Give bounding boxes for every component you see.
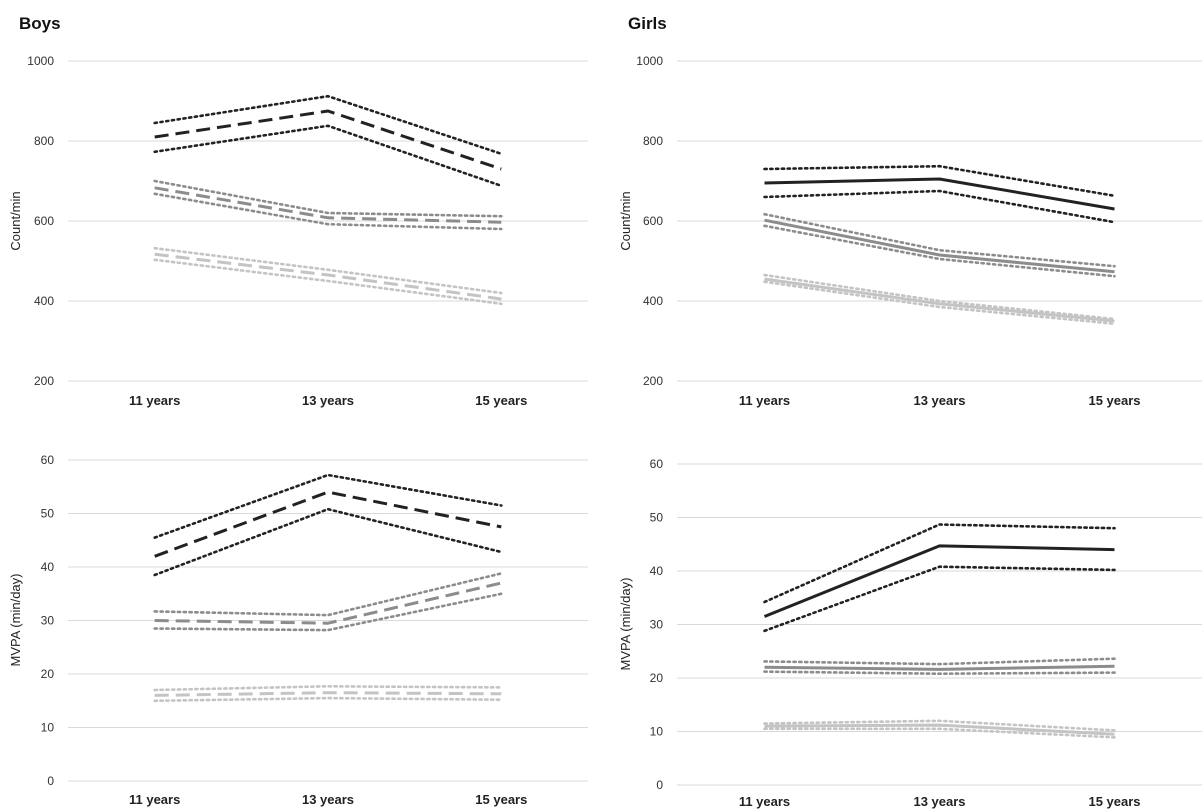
series-line-6	[154, 691, 502, 697]
series-line-3	[764, 218, 1115, 274]
series-line-8	[763, 280, 1116, 326]
y-tick-label: 10	[650, 725, 664, 739]
y-tick-label: 40	[41, 560, 55, 574]
x-tick-label: 13 years	[302, 393, 354, 408]
series-line-7	[153, 246, 503, 295]
y-tick-label: 1000	[27, 54, 54, 68]
series-line-0	[154, 109, 502, 171]
panel-boys-mvpa: 0 10 20 30 40 50 60 11 years 13 years 15 years MVP…	[8, 453, 588, 807]
y-axis-label: Count/min	[618, 191, 633, 250]
series-line-5	[763, 670, 1116, 676]
series-line-6	[764, 277, 1115, 323]
x-tick-label: 11 years	[739, 393, 790, 408]
x-tick-label: 15 years	[475, 792, 527, 807]
series-line-8	[153, 258, 503, 306]
series-line-0	[763, 544, 1115, 618]
x-tick-label: 13 years	[913, 794, 965, 809]
series-line-3	[154, 186, 502, 224]
series-line-6	[764, 723, 1115, 736]
series-line-5	[153, 192, 503, 231]
x-tick-label: 11 years	[129, 393, 180, 408]
panel-girls-count: Girls 200 400 600 800 1000 11 years 13 years 15 …	[618, 14, 1202, 408]
x-tick-label: 15 years	[475, 393, 527, 408]
y-tick-label: 600	[643, 214, 663, 228]
panel-title: Girls	[628, 14, 667, 33]
x-tick-label: 13 years	[302, 792, 354, 807]
y-tick-label: 30	[650, 618, 664, 632]
y-axis-label: Count/min	[8, 191, 23, 250]
y-tick-label: 800	[643, 134, 663, 148]
x-tick-label: 11 years	[739, 794, 790, 809]
series-line-2	[763, 189, 1116, 224]
y-tick-label: 1000	[636, 54, 663, 68]
series-line-3	[764, 664, 1115, 671]
series-line-4	[763, 657, 1116, 666]
x-tick-label: 11 years	[129, 792, 180, 807]
y-tick-label: 40	[650, 564, 664, 578]
series-line-7	[763, 273, 1116, 321]
series-line-5	[763, 224, 1116, 278]
series-line-8	[153, 696, 503, 703]
y-tick-label: 400	[643, 294, 663, 308]
y-tick-label: 400	[34, 294, 54, 308]
y-tick-label: 50	[41, 507, 55, 521]
series-line-1	[153, 473, 503, 539]
y-tick-label: 20	[650, 671, 664, 685]
series-line-5	[153, 592, 503, 632]
y-axis-label: MVPA (min/day)	[618, 578, 633, 671]
y-tick-label: 30	[41, 614, 55, 628]
x-tick-label: 15 years	[1088, 393, 1140, 408]
series-line-1	[153, 94, 503, 156]
series-line-1	[763, 164, 1116, 198]
y-tick-label: 20	[41, 667, 55, 681]
y-tick-label: 200	[643, 374, 663, 388]
series-line-0	[764, 177, 1115, 211]
y-tick-label: 200	[34, 374, 54, 388]
y-tick-label: 60	[650, 457, 664, 471]
series-line-4	[763, 212, 1116, 268]
series-line-2	[153, 507, 503, 577]
panel-girls-mvpa: 0 10 20 30 40 50 60 11 years 13 years 15 years MVP…	[618, 457, 1202, 809]
x-tick-label: 15 years	[1088, 794, 1140, 809]
y-axis-label: MVPA (min/day)	[8, 574, 23, 667]
series-line-7	[153, 684, 503, 692]
y-tick-label: 10	[41, 721, 55, 735]
series-line-4	[153, 179, 503, 218]
series-line-8	[763, 727, 1116, 739]
y-tick-label: 0	[47, 774, 54, 788]
series-line-7	[763, 719, 1116, 732]
y-tick-label: 0	[656, 778, 663, 792]
series-line-3	[154, 581, 502, 625]
series-line-0	[154, 490, 502, 558]
series-line-1	[763, 523, 1116, 604]
x-tick-label: 13 years	[913, 393, 965, 408]
panel-title: Boys	[19, 14, 61, 33]
y-tick-label: 50	[650, 511, 664, 525]
series-line-4	[153, 572, 503, 617]
panel-boys-count: Boys 200 400 600 800 1000 11 years 13 years 15 y…	[8, 14, 588, 408]
series-line-2	[153, 124, 503, 188]
series-line-2	[763, 565, 1116, 633]
series-line-6	[154, 252, 502, 301]
y-tick-label: 800	[34, 134, 54, 148]
y-tick-label: 600	[34, 214, 54, 228]
y-tick-label: 60	[41, 453, 55, 467]
